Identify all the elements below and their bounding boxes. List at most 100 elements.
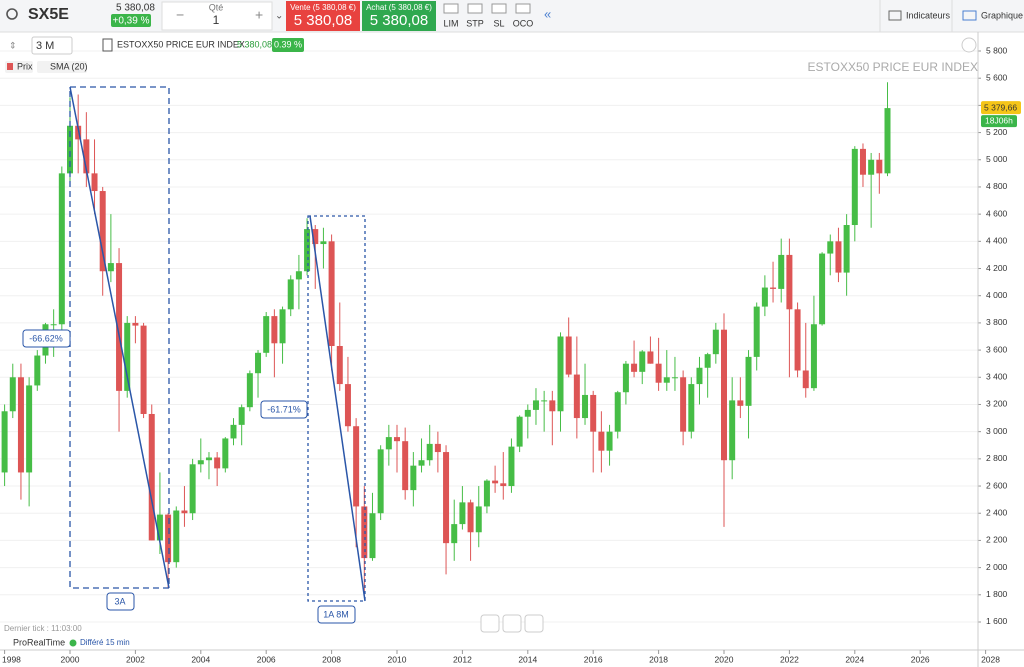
candle-body <box>75 125 82 140</box>
candle-body <box>67 125 73 174</box>
candle-body <box>671 377 678 379</box>
order-button[interactable]: LIM <box>443 18 458 28</box>
buy-price: 5 380,08 <box>370 12 428 29</box>
candle-body <box>336 346 343 385</box>
candle-body <box>532 400 539 410</box>
candle-body <box>148 413 155 541</box>
measure-line <box>69 86 170 589</box>
x-tick-label: 2020 <box>715 654 734 664</box>
period-select[interactable] <box>31 36 73 55</box>
symbol[interactable]: SX5E <box>28 6 69 23</box>
candle-body <box>500 483 507 487</box>
candle-body <box>83 139 90 174</box>
y-tick-label: 5 200 <box>986 127 1008 137</box>
change-badge <box>111 14 151 27</box>
period[interactable]: 3 M <box>36 40 54 52</box>
candle-body <box>287 279 294 310</box>
zoom-in-button[interactable] <box>524 614 544 633</box>
x-tick-label: 2010 <box>388 654 407 664</box>
last-price-label: 5 379,66 <box>984 102 1017 112</box>
candle-body <box>124 322 131 391</box>
candle-body <box>402 441 409 491</box>
collapse[interactable]: « <box>544 6 551 21</box>
legend-item[interactable] <box>37 61 87 73</box>
order-button[interactable]: OCO <box>513 18 534 28</box>
countdown-box <box>981 115 1017 128</box>
candle-body <box>541 400 548 402</box>
y-tick-label: 3 800 <box>986 317 1008 327</box>
candle-body <box>729 400 736 461</box>
candle-body <box>222 438 229 469</box>
indicators-button[interactable]: Indicateurs <box>906 10 951 20</box>
y-tick-label: 2 400 <box>986 507 1008 517</box>
order-icon[interactable] <box>467 3 483 14</box>
candle-body <box>156 514 163 541</box>
countdown: 18J06h <box>985 115 1013 125</box>
candle-body <box>34 355 41 386</box>
delay-icon <box>69 639 77 647</box>
qty-box[interactable] <box>161 1 273 31</box>
measure-line <box>309 215 366 602</box>
candle-body <box>622 363 629 393</box>
legend-label[interactable]: Prix <box>17 61 33 71</box>
candle-body <box>107 263 114 272</box>
candle-body <box>778 254 785 289</box>
candle-body <box>426 443 433 461</box>
reset-button[interactable] <box>480 614 500 633</box>
candle-body <box>647 351 654 364</box>
order-button[interactable]: STP <box>466 18 484 28</box>
instrument: ESTOXX50 PRICE EUR INDEX <box>117 39 245 49</box>
measure-label-box <box>317 605 356 624</box>
candle-body <box>99 191 106 272</box>
candle-body <box>132 322 139 326</box>
settings-button[interactable] <box>961 37 977 53</box>
qty[interactable]: 1 <box>213 13 220 27</box>
x-tick-label: 2008 <box>322 654 341 664</box>
candle-body <box>214 457 221 469</box>
candle-body <box>508 446 515 487</box>
x-tick-label: 2022 <box>780 654 799 664</box>
candle-body <box>173 510 180 563</box>
order-button[interactable]: SL <box>493 18 504 28</box>
qty-minus[interactable]: − <box>176 7 184 23</box>
y-tick-label: 4 000 <box>986 290 1008 300</box>
candle-body <box>802 370 809 389</box>
candle-body <box>859 148 866 175</box>
candle-body <box>369 513 376 559</box>
plot: ESTOXX50 PRICE EUR INDEX 1 600 1 800 2 000 2… <box>0 32 1024 667</box>
order-icon[interactable] <box>515 3 531 14</box>
y-tick-label: 2 600 <box>986 480 1008 490</box>
candle-body <box>344 384 351 427</box>
info-icon[interactable] <box>102 38 113 52</box>
header-change-badge <box>272 38 304 52</box>
last-tick: Dernier tick : 11:03:00 <box>4 624 82 633</box>
candle-body <box>328 241 335 347</box>
delay: Différé 15 min <box>80 638 130 647</box>
qty-plus[interactable]: + <box>255 7 263 23</box>
arrows[interactable]: ⇕ <box>9 40 17 50</box>
candle-body <box>483 480 490 507</box>
candle-body <box>573 374 580 419</box>
x-tick-label: 2000 <box>61 654 80 664</box>
search-icon[interactable] <box>6 8 18 20</box>
candle-body <box>598 431 605 451</box>
toolbar: SX5E 5 380,08 +0,39 % − Qté 1 + ⌄ Vente … <box>0 0 1024 33</box>
order-icon[interactable] <box>443 3 459 14</box>
y-tick-label: 4 800 <box>986 181 1008 191</box>
price: 5 380,08 <box>116 3 155 14</box>
y-tick-label: 5 000 <box>986 154 1008 164</box>
zoom-out-button[interactable] <box>502 614 522 633</box>
candle-body <box>721 329 727 461</box>
dropdown[interactable]: ⌄ <box>275 11 283 22</box>
order-icon[interactable] <box>491 3 507 14</box>
buy-button[interactable] <box>362 1 436 31</box>
sell-button[interactable] <box>286 1 360 31</box>
candle-body <box>631 363 638 372</box>
legend-label[interactable]: SMA (20) <box>50 61 88 71</box>
candle-body <box>385 437 392 450</box>
measure-label-box <box>22 329 71 348</box>
chart-button[interactable]: Graphique <box>981 10 1023 20</box>
candle-body <box>116 263 123 391</box>
candle-body <box>655 363 662 383</box>
change: +0,39 % <box>113 16 150 27</box>
